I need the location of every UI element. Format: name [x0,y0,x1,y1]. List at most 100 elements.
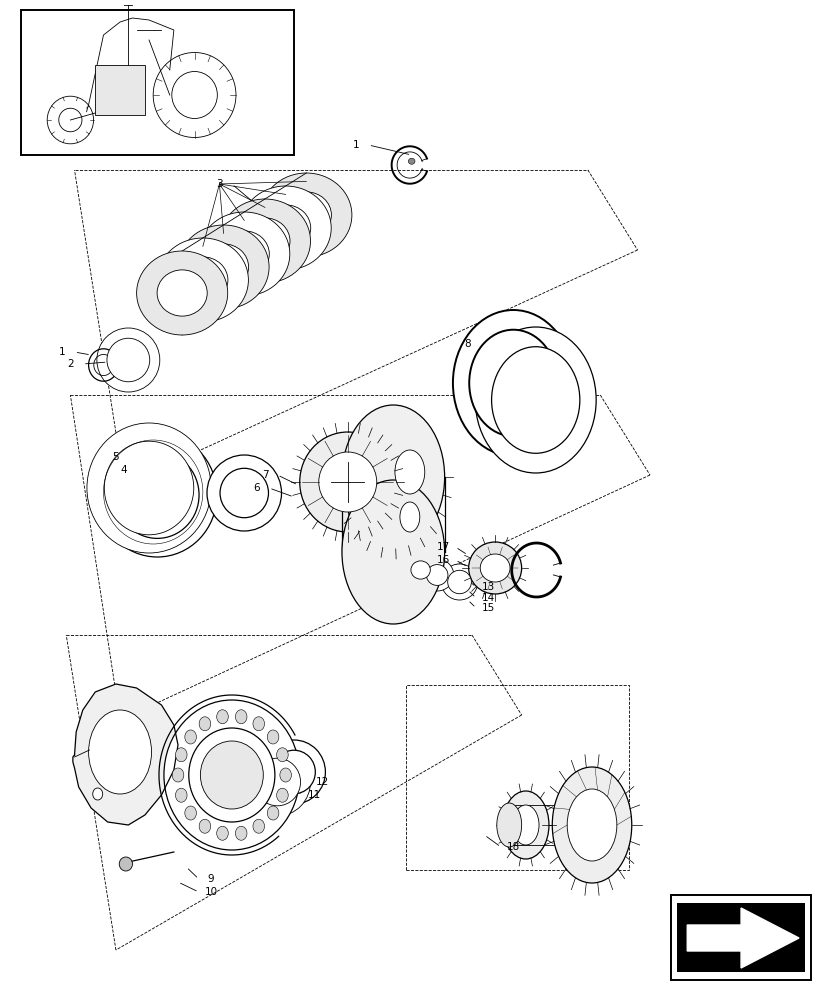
Ellipse shape [93,788,103,800]
Ellipse shape [172,768,184,782]
Text: 1: 1 [59,347,65,357]
Text: 17: 17 [436,542,449,552]
Ellipse shape [107,338,150,382]
Ellipse shape [235,826,246,840]
Ellipse shape [88,710,151,794]
Ellipse shape [253,819,265,833]
Text: 12: 12 [316,777,329,787]
Ellipse shape [59,108,82,132]
Ellipse shape [119,857,132,871]
Text: 9: 9 [208,874,214,884]
Ellipse shape [281,192,331,238]
Ellipse shape [267,806,279,820]
Bar [670,895,810,980]
Ellipse shape [104,441,194,535]
Ellipse shape [267,730,279,744]
Ellipse shape [219,231,269,277]
Ellipse shape [512,805,538,845]
Ellipse shape [261,205,310,251]
Ellipse shape [157,238,248,322]
Ellipse shape [171,72,217,118]
Text: 8: 8 [464,339,471,349]
Ellipse shape [405,556,435,584]
Text: 7: 7 [261,470,268,480]
Ellipse shape [399,502,419,532]
Ellipse shape [178,257,227,303]
Ellipse shape [240,218,289,264]
Ellipse shape [198,212,289,296]
Ellipse shape [272,750,315,794]
Ellipse shape [217,826,228,840]
Ellipse shape [153,52,236,137]
Bar [95,65,145,115]
Ellipse shape [447,570,471,594]
Ellipse shape [98,433,217,557]
Ellipse shape [189,728,275,822]
Ellipse shape [480,554,509,582]
Text: 11: 11 [308,790,321,800]
Text: 2: 2 [67,359,74,369]
Ellipse shape [276,788,288,802]
Ellipse shape [200,741,263,809]
Ellipse shape [136,251,227,335]
Text: 10: 10 [204,887,218,897]
Bar [21,10,294,155]
Ellipse shape [175,748,187,762]
Text: 18: 18 [506,842,519,852]
Ellipse shape [253,717,265,731]
Ellipse shape [566,789,616,861]
Ellipse shape [97,328,160,392]
Ellipse shape [342,405,444,549]
Ellipse shape [420,559,453,591]
Polygon shape [73,684,178,825]
Ellipse shape [452,310,573,456]
Ellipse shape [552,767,631,883]
Polygon shape [686,908,798,968]
Ellipse shape [207,455,281,531]
Text: 16: 16 [436,555,449,565]
Text: 14: 14 [481,593,495,603]
Ellipse shape [217,710,228,724]
Ellipse shape [502,791,548,859]
Ellipse shape [220,468,268,518]
Ellipse shape [157,270,207,316]
Ellipse shape [244,748,310,816]
Ellipse shape [261,173,351,257]
Text: 13: 13 [481,582,495,592]
Ellipse shape [235,710,246,724]
Ellipse shape [175,788,187,802]
Ellipse shape [219,199,310,283]
Ellipse shape [87,423,211,553]
Ellipse shape [184,730,196,744]
Ellipse shape [475,327,595,473]
Text: 1: 1 [352,140,359,150]
Ellipse shape [299,432,395,532]
Ellipse shape [441,564,477,600]
Ellipse shape [198,244,248,290]
Text: 15: 15 [481,603,495,613]
Ellipse shape [276,748,288,762]
Ellipse shape [496,803,521,847]
Ellipse shape [280,768,291,782]
Ellipse shape [199,717,211,731]
Ellipse shape [491,347,579,453]
Ellipse shape [394,450,424,494]
Ellipse shape [342,480,444,624]
Ellipse shape [116,452,198,538]
Ellipse shape [426,565,447,585]
Ellipse shape [318,452,376,512]
Bar [405,685,629,870]
Ellipse shape [240,186,331,270]
Ellipse shape [468,542,521,594]
Ellipse shape [184,806,196,820]
Ellipse shape [178,225,269,309]
Bar [676,903,804,972]
Ellipse shape [410,561,430,579]
Ellipse shape [408,158,414,164]
Ellipse shape [47,96,93,144]
Ellipse shape [199,819,210,833]
Text: 5: 5 [112,452,119,462]
Ellipse shape [254,758,300,806]
Ellipse shape [262,740,325,804]
Text: 3: 3 [216,179,222,189]
